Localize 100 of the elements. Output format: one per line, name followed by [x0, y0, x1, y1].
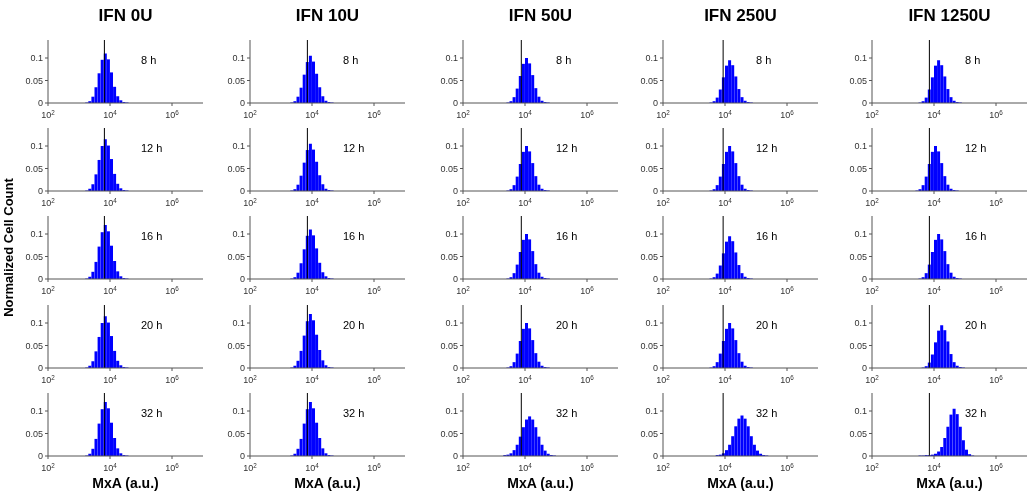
y-tick-label: 0.05 — [25, 75, 43, 86]
x-axis-title: MxA (a.u.) — [706, 475, 775, 491]
x-tick-label: 10$^{4}$ — [518, 284, 533, 296]
x-tick-label: 10$^{4}$ — [305, 108, 320, 120]
annotation: 16 h — [556, 230, 578, 242]
x-tick-label: 10$^{6}$ — [367, 284, 382, 296]
x-tick-label: 10$^{4}$ — [718, 373, 733, 385]
x-tick-label: 10$^{4}$ — [518, 373, 533, 385]
annotation: 12 h — [556, 142, 578, 154]
y-tick-label: 0 — [861, 274, 867, 285]
y-tick-label: 0 — [239, 98, 245, 109]
annotation: 16 h — [965, 230, 987, 242]
y-tick-label: 0 — [37, 363, 43, 374]
y-tick-label: 0 — [452, 98, 458, 109]
x-tick-label: 10$^{2}$ — [243, 196, 258, 208]
chart-title: IFN 50U — [507, 6, 574, 26]
x-axis-title: MxA (a.u.) — [91, 475, 160, 491]
y-tick-label: 0.05 — [849, 251, 867, 262]
x-tick-label: 10$^{4}$ — [518, 108, 533, 120]
annotation: 20 h — [756, 319, 778, 331]
y-tick-label: 0 — [239, 274, 245, 285]
x-tick-label: 10$^{2}$ — [456, 284, 471, 296]
annotation: 8 h — [965, 54, 981, 66]
x-tick-label: 10$^{4}$ — [305, 284, 320, 296]
y-tick-label: 0.05 — [849, 163, 867, 174]
x-tick-label: 10$^{2}$ — [41, 196, 56, 208]
x-tick-label: 10$^{2}$ — [456, 461, 471, 473]
y-tick-label: 0.1 — [232, 406, 245, 417]
y-tick-label: 0.1 — [645, 53, 658, 64]
x-tick-label: 10$^{4}$ — [518, 196, 533, 208]
y-tick-label: 0.1 — [445, 318, 458, 329]
x-tick-label: 10$^{6}$ — [165, 373, 180, 385]
x-tick-label: 10$^{6}$ — [780, 108, 795, 120]
y-tick-label: 0 — [452, 274, 458, 285]
y-tick-label: 0.05 — [440, 340, 458, 351]
y-tick-label: 0.1 — [854, 406, 867, 417]
x-tick-label: 10$^{4}$ — [927, 373, 942, 385]
x-axis-title: MxA (a.u.) — [506, 475, 575, 491]
x-tick-label: 10$^{4}$ — [927, 108, 942, 120]
annotation: 12 h — [141, 142, 163, 154]
y-tick-label: 0 — [861, 186, 867, 197]
y-tick-label: 0.05 — [227, 340, 245, 351]
x-tick-label: 10$^{4}$ — [718, 461, 733, 473]
x-tick-label: 10$^{6}$ — [580, 284, 595, 296]
y-tick-label: 0 — [37, 451, 43, 462]
y-tick-label: 0 — [239, 186, 245, 197]
x-tick-label: 10$^{4}$ — [103, 461, 118, 473]
x-tick-label: 10$^{4}$ — [718, 284, 733, 296]
x-tick-label: 10$^{2}$ — [456, 196, 471, 208]
y-tick-label: 0 — [452, 451, 458, 462]
x-tick-label: 10$^{2}$ — [656, 196, 671, 208]
x-tick-label: 10$^{2}$ — [456, 108, 471, 120]
x-tick-label: 10$^{6}$ — [165, 461, 180, 473]
y-tick-label: 0 — [861, 451, 867, 462]
y-tick-label: 0.05 — [440, 75, 458, 86]
y-tick-label: 0 — [37, 274, 43, 285]
y-tick-label: 0.05 — [640, 251, 658, 262]
y-tick-label: 0.1 — [445, 406, 458, 417]
y-tick-label: 0.05 — [440, 163, 458, 174]
x-tick-label: 10$^{6}$ — [580, 108, 595, 120]
y-tick-label: 0.05 — [25, 428, 43, 439]
x-tick-label: 10$^{2}$ — [41, 373, 56, 385]
x-tick-label: 10$^{4}$ — [518, 461, 533, 473]
y-tick-label: 0.05 — [440, 428, 458, 439]
y-tick-label: 0.05 — [25, 251, 43, 262]
y-tick-label: 0.05 — [640, 163, 658, 174]
x-tick-label: 10$^{6}$ — [989, 373, 1004, 385]
x-tick-label: 10$^{2}$ — [865, 284, 880, 296]
chart-title: IFN 10U — [294, 6, 361, 26]
x-tick-label: 10$^{2}$ — [243, 373, 258, 385]
x-tick-label: 10$^{6}$ — [580, 196, 595, 208]
annotation: 8 h — [343, 54, 359, 66]
x-tick-label: 10$^{4}$ — [103, 108, 118, 120]
x-tick-label: 10$^{6}$ — [367, 196, 382, 208]
annotation: 20 h — [141, 319, 163, 331]
annotation: 12 h — [343, 142, 365, 154]
x-tick-label: 10$^{2}$ — [865, 196, 880, 208]
x-tick-label: 10$^{2}$ — [865, 108, 880, 120]
chart-title: IFN 250U — [703, 6, 778, 26]
x-tick-label: 10$^{4}$ — [927, 196, 942, 208]
y-tick-label: 0.1 — [30, 318, 43, 329]
annotation: 32 h — [141, 407, 163, 419]
x-tick-label: 10$^{4}$ — [103, 284, 118, 296]
annotation: 8 h — [141, 54, 157, 66]
x-tick-label: 10$^{4}$ — [927, 284, 942, 296]
y-tick-label: 0.05 — [25, 163, 43, 174]
x-tick-label: 10$^{4}$ — [103, 373, 118, 385]
y-tick-label: 0 — [452, 363, 458, 374]
x-tick-label: 10$^{6}$ — [165, 108, 180, 120]
y-tick-label: 0 — [861, 98, 867, 109]
y-tick-label: 0 — [239, 451, 245, 462]
x-tick-label: 10$^{6}$ — [989, 196, 1004, 208]
annotation: 20 h — [343, 319, 365, 331]
x-tick-label: 10$^{6}$ — [367, 461, 382, 473]
x-tick-label: 10$^{4}$ — [305, 196, 320, 208]
x-tick-label: 10$^{4}$ — [305, 373, 320, 385]
y-tick-label: 0.1 — [445, 229, 458, 240]
x-tick-label: 10$^{6}$ — [367, 373, 382, 385]
annotation: 16 h — [141, 230, 163, 242]
y-tick-label: 0 — [37, 98, 43, 109]
